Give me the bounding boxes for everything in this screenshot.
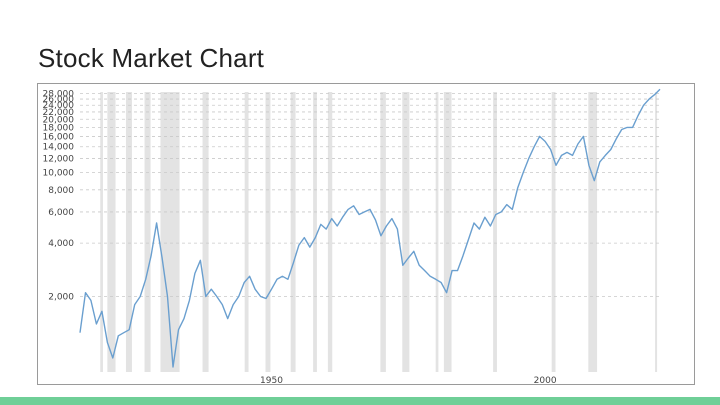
series-lines xyxy=(79,88,661,368)
recession-band xyxy=(313,92,317,372)
recession-band xyxy=(551,92,556,372)
recession-band xyxy=(290,92,296,372)
x-tick-label: 2000 xyxy=(534,376,557,386)
y-tick-label: 24,000 xyxy=(43,101,75,111)
recession-band xyxy=(402,92,410,372)
recession-band xyxy=(107,92,116,372)
recession-band xyxy=(202,92,209,372)
recession-band xyxy=(435,92,439,372)
y-tick-label: 20,000 xyxy=(43,115,75,125)
x-tick-labels: 1950 2000 xyxy=(260,376,557,386)
y-tick-label: 22,000 xyxy=(43,108,75,118)
y-tick-label: 12,000 xyxy=(43,155,75,165)
recession-band xyxy=(144,92,151,372)
y-tick-label: 16,000 xyxy=(43,132,75,142)
series-line xyxy=(79,88,661,368)
y-tick-label: 6,000 xyxy=(48,208,74,218)
recession-bands xyxy=(100,92,658,372)
recession-band xyxy=(265,92,271,372)
recession-band xyxy=(443,92,452,372)
y-tick-label: 28,000 xyxy=(43,89,75,99)
y-tick-label: 14,000 xyxy=(43,143,75,153)
x-tick-label: 1950 xyxy=(260,376,283,386)
y-tick-label: 2,000 xyxy=(48,293,74,303)
y-tick-label: 4,000 xyxy=(48,239,74,249)
recession-band xyxy=(160,92,180,372)
y-tick-label: 8,000 xyxy=(48,186,74,196)
chart-frame: 2,000 4,000 6,000 8,000 10,000 12,000 14,000 16… xyxy=(37,83,695,386)
recession-band xyxy=(327,92,333,372)
recession-band xyxy=(100,92,103,372)
y-tick-label: 26,000 xyxy=(43,95,75,105)
recession-band xyxy=(493,92,497,372)
slide-footer-bar xyxy=(0,397,720,405)
line-chart: 2,000 4,000 6,000 8,000 10,000 12,000 14,00016… xyxy=(43,88,661,386)
recession-band xyxy=(125,92,132,372)
slide-title: Stock Market Chart xyxy=(38,43,265,73)
recession-band xyxy=(244,92,249,372)
y-tick-labels: 2,000 4,000 6,000 8,000 10,000 12,000 14,00016… xyxy=(43,89,75,302)
gridlines xyxy=(80,92,660,297)
recession-band xyxy=(588,92,598,372)
y-tick-label: 18,000 xyxy=(43,123,75,133)
recession-band xyxy=(655,92,658,372)
y-tick-label: 10,000 xyxy=(43,169,75,179)
